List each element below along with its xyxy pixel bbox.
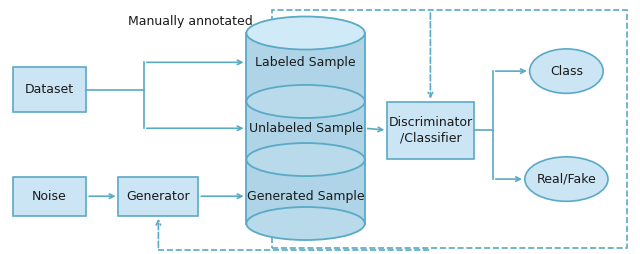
Text: Manually annotated: Manually annotated — [128, 15, 253, 28]
Ellipse shape — [246, 85, 365, 118]
Text: Class: Class — [550, 65, 583, 78]
Text: Dataset: Dataset — [25, 83, 74, 96]
Bar — [387, 102, 474, 159]
Bar — [118, 177, 198, 216]
Bar — [246, 33, 365, 224]
Ellipse shape — [525, 157, 608, 201]
Ellipse shape — [530, 49, 603, 93]
Ellipse shape — [246, 17, 365, 50]
Text: Real/Fake: Real/Fake — [536, 172, 596, 186]
Bar — [13, 177, 86, 216]
Text: Discriminator
/Classifier: Discriminator /Classifier — [388, 116, 472, 144]
Ellipse shape — [246, 207, 365, 240]
Text: Noise: Noise — [32, 190, 67, 203]
Text: Unlabeled Sample: Unlabeled Sample — [248, 122, 363, 135]
Bar — [13, 67, 86, 112]
Bar — [272, 10, 627, 248]
Ellipse shape — [246, 143, 365, 176]
Text: Labeled Sample: Labeled Sample — [255, 56, 356, 69]
Text: Generator: Generator — [127, 190, 190, 203]
Text: Generated Sample: Generated Sample — [247, 190, 364, 203]
